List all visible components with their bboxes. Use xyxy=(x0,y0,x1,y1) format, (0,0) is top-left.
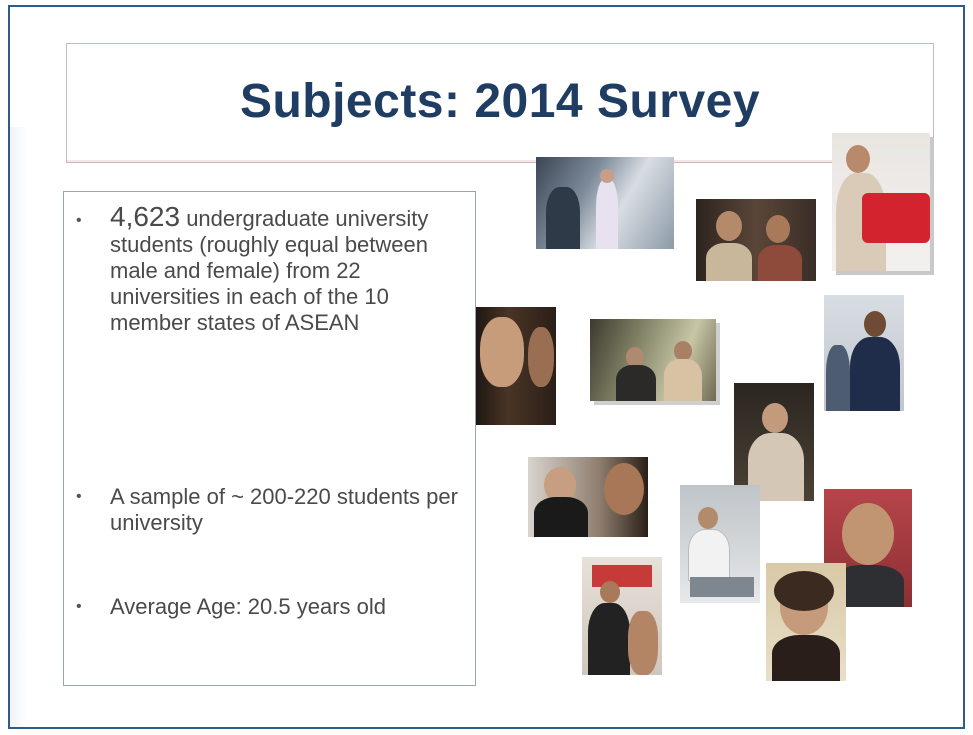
bullet-lead-number: 4,623 xyxy=(110,201,181,232)
slide-decoration xyxy=(10,127,28,727)
bullet-text: A sample of ~ 200-220 students per unive… xyxy=(110,484,458,535)
student-photo xyxy=(680,485,760,603)
student-photo xyxy=(528,457,648,537)
bullet-text-box: • 4,623 undergraduate university student… xyxy=(63,191,476,686)
bullet-text: 4,623 undergraduate university students … xyxy=(110,201,470,336)
bullet-marker: • xyxy=(76,212,82,229)
slide-title: Subjects: 2014 Survey xyxy=(239,75,761,128)
student-photo xyxy=(766,563,846,681)
slide: Subjects: 2014 Survey • 4,623 undergradu… xyxy=(8,5,965,729)
student-photo xyxy=(696,199,816,281)
bullet-text: Average Age: 20.5 years old xyxy=(110,594,387,619)
student-photo xyxy=(476,307,556,425)
student-photo xyxy=(824,295,904,411)
bullet-body: undergraduate university students (rough… xyxy=(110,206,429,335)
title-box: Subjects: 2014 Survey xyxy=(66,43,934,163)
student-photo xyxy=(734,383,814,501)
bullet-marker: • xyxy=(76,488,82,505)
student-photo xyxy=(590,319,716,401)
bullet-marker: • xyxy=(76,598,82,615)
student-photo xyxy=(536,157,674,249)
student-photo xyxy=(582,557,662,675)
student-photo xyxy=(832,133,930,271)
